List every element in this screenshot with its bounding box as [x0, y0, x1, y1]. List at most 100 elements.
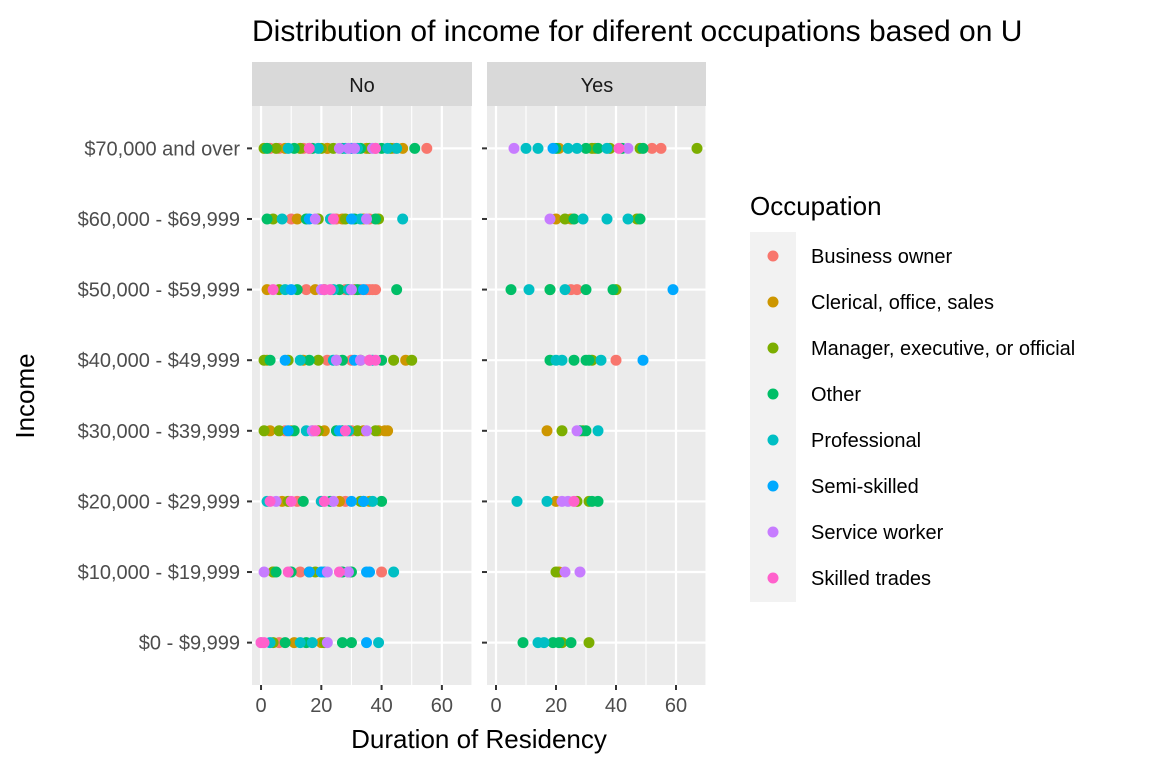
point-other — [517, 637, 529, 649]
x-axis-title: Duration of Residency — [351, 724, 607, 754]
legend-label-semi-skilled: Semi-skilled — [811, 476, 919, 498]
point-service-worker — [333, 142, 345, 154]
point-professional — [577, 213, 589, 225]
point-other — [270, 566, 282, 578]
point-business-owner — [370, 284, 382, 296]
legend-label-manager-executive-or-official: Manager, executive, or official — [811, 338, 1075, 360]
point-skilled-trades — [333, 566, 345, 578]
y-tick-label: $70,000 and over — [84, 138, 240, 160]
point-business-owner — [571, 284, 583, 296]
point-other — [544, 284, 556, 296]
grid-lines-yes — [487, 106, 707, 685]
legend-key-manager-executive-or-official — [767, 342, 779, 354]
legend-label-clerical-office-sales: Clerical, office, sales — [811, 292, 994, 314]
point-service-worker — [508, 142, 520, 154]
x-tick-label: 40 — [370, 695, 392, 717]
legend-label-skilled-trades: Skilled trades — [811, 568, 931, 590]
point-skilled-trades — [264, 495, 276, 507]
facet-panel-no: No — [252, 62, 473, 685]
point-manager-executive-or-official — [559, 213, 571, 225]
y-tick-label: $0 - $9,999 — [139, 633, 240, 655]
point-service-worker — [544, 213, 556, 225]
point-manager-executive-or-official — [550, 566, 562, 578]
point-other — [637, 142, 649, 154]
point-service-worker — [361, 425, 373, 437]
point-other — [345, 637, 357, 649]
point-skilled-trades — [303, 142, 315, 154]
point-other — [505, 284, 517, 296]
point-other — [261, 142, 273, 154]
point-skilled-trades — [282, 566, 294, 578]
legend-key-business-owner — [767, 250, 779, 262]
x-axis: 0 20 40 60 0 20 40 60 — [255, 685, 687, 717]
point-service-worker — [345, 284, 357, 296]
point-other — [580, 284, 592, 296]
point-professional — [382, 142, 394, 154]
point-manager-executive-or-official — [691, 142, 703, 154]
point-professional — [373, 637, 385, 649]
point-service-worker — [574, 566, 586, 578]
y-axis: $0 - $9,999 $10,000 - $19,999 $20,000 - $2… — [78, 138, 487, 655]
point-professional — [538, 637, 550, 649]
y-axis-title: Income — [10, 353, 40, 438]
point-professional — [312, 142, 324, 154]
point-service-worker — [348, 142, 360, 154]
point-other — [583, 354, 595, 366]
point-other — [279, 637, 291, 649]
chart-title: Distribution of income for diferent occu… — [252, 15, 1022, 48]
point-service-worker — [559, 566, 571, 578]
point-semi-skilled — [345, 495, 357, 507]
x-tick-label: 20 — [310, 695, 332, 717]
point-other — [370, 213, 382, 225]
point-professional — [306, 637, 318, 649]
point-semi-skilled — [358, 284, 370, 296]
point-professional — [388, 566, 400, 578]
point-professional — [592, 425, 604, 437]
point-business-owner — [294, 566, 306, 578]
point-semi-skilled — [282, 425, 294, 437]
point-service-worker — [571, 425, 583, 437]
point-semi-skilled — [637, 354, 649, 366]
point-skilled-trades — [267, 284, 279, 296]
point-service-worker — [309, 213, 321, 225]
point-skilled-trades — [370, 142, 382, 154]
point-professional — [511, 495, 523, 507]
point-other — [580, 425, 592, 437]
point-other — [376, 495, 388, 507]
panel-background-no — [252, 106, 472, 685]
point-skilled-trades — [309, 425, 321, 437]
point-semi-skilled — [547, 142, 559, 154]
point-business-owner — [376, 566, 388, 578]
point-semi-skilled — [303, 566, 315, 578]
legend-title: Occupation — [750, 191, 882, 221]
point-professional — [397, 213, 409, 225]
point-manager-executive-or-official — [258, 425, 270, 437]
points-yes — [505, 142, 703, 649]
x-tick-label: 40 — [605, 695, 627, 717]
facet-panel-yes: Yes — [487, 62, 707, 685]
point-clerical-office-sales — [541, 425, 553, 437]
point-other — [261, 213, 273, 225]
strip-yes — [487, 62, 706, 106]
point-business-owner — [646, 142, 658, 154]
point-skilled-trades — [324, 284, 336, 296]
point-other — [264, 354, 276, 366]
legend-key-background — [750, 232, 796, 602]
point-skilled-trades — [327, 213, 339, 225]
legend: Occupation Business owner Clerical, offic… — [750, 191, 1075, 602]
point-manager-executive-or-official — [273, 425, 285, 437]
point-skilled-trades — [370, 354, 382, 366]
point-manager-executive-or-official — [406, 354, 418, 366]
y-tick-label: $10,000 - $19,999 — [78, 562, 240, 584]
panel-background-yes — [487, 106, 706, 685]
point-manager-executive-or-official — [270, 142, 282, 154]
point-professional — [556, 354, 568, 366]
point-manager-executive-or-official — [583, 637, 595, 649]
point-manager-executive-or-official — [370, 425, 382, 437]
point-other — [607, 284, 619, 296]
point-semi-skilled — [345, 213, 357, 225]
x-tick-label: 60 — [431, 695, 453, 717]
point-other — [336, 637, 348, 649]
y-tick-label: $20,000 - $29,999 — [78, 491, 240, 513]
